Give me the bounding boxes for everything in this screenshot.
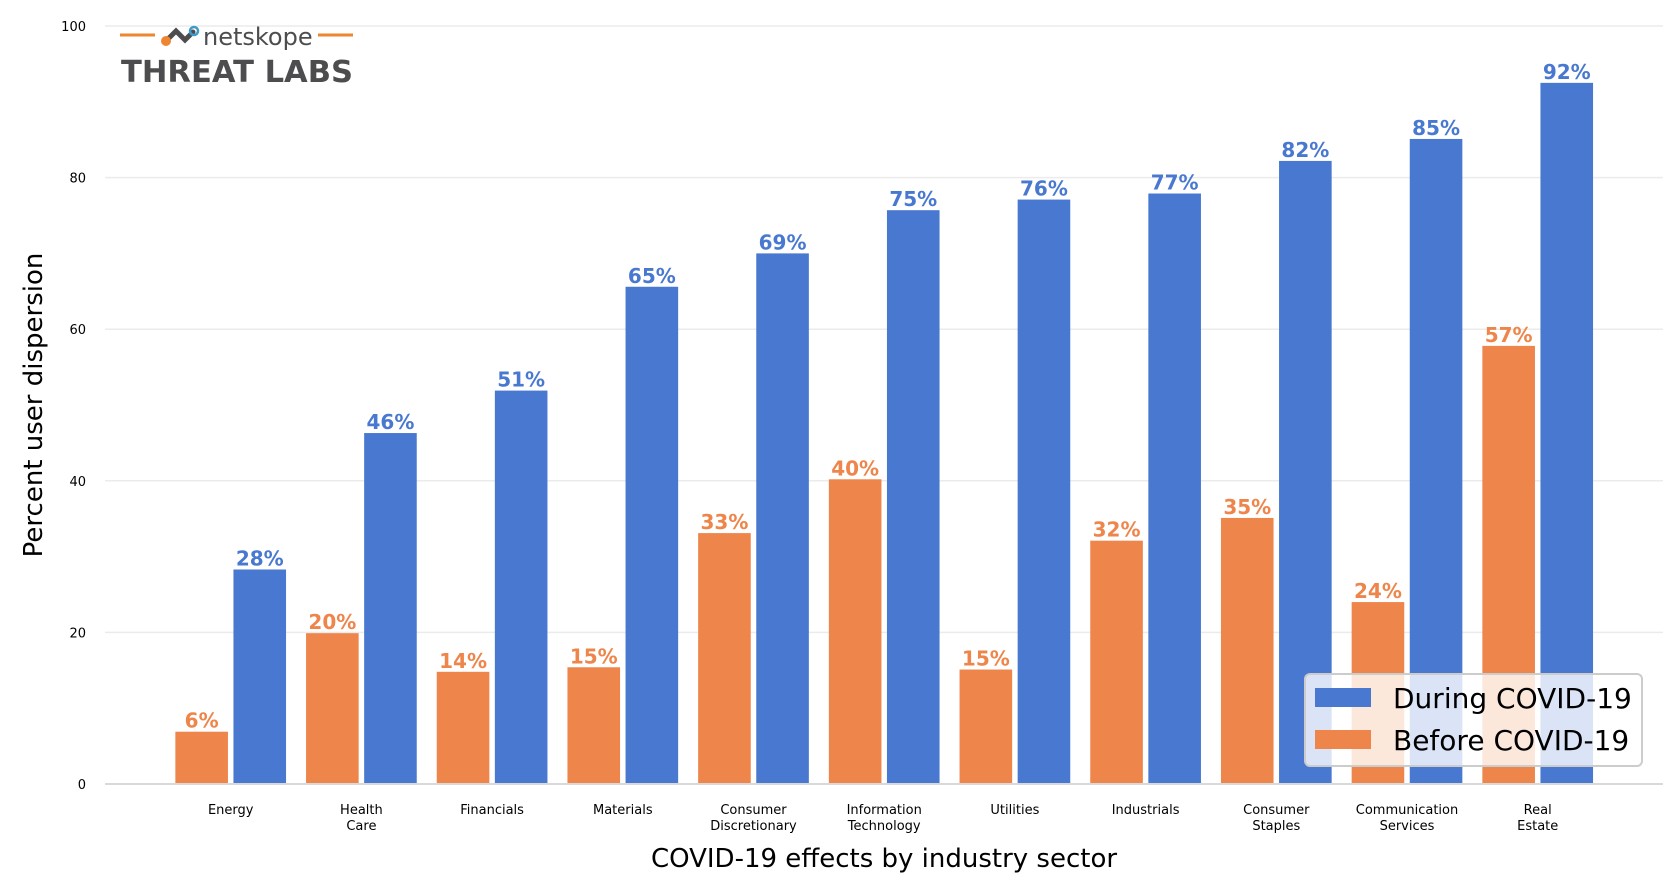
bar-before bbox=[698, 533, 751, 784]
y-axis-label: Percent user dispersion bbox=[19, 253, 49, 558]
data-label: 33% bbox=[701, 510, 749, 534]
data-label: 40% bbox=[831, 456, 879, 480]
y-tick-label: 40 bbox=[69, 475, 86, 490]
data-label: 20% bbox=[308, 610, 356, 634]
data-label: 6% bbox=[185, 709, 219, 733]
data-label: 32% bbox=[1093, 518, 1141, 542]
x-tick-label: Consumer bbox=[1243, 803, 1310, 818]
bar-during bbox=[364, 433, 417, 784]
x-tick-label: Staples bbox=[1252, 819, 1300, 834]
netskope-mark-icon bbox=[161, 25, 200, 46]
x-tick-label: Consumer bbox=[720, 803, 787, 818]
bar-before bbox=[436, 671, 490, 784]
x-tick-label: Health bbox=[340, 803, 383, 818]
data-label: 69% bbox=[759, 230, 807, 254]
y-tick-labels: 0 20 40 60 80 100 bbox=[61, 20, 86, 793]
x-tick-label: Care bbox=[346, 819, 376, 834]
bars: 6% 28% 20% 46% 14% 51% 15% 65% 33% 69% 40% 75% 15% 76… bbox=[175, 60, 1594, 785]
data-label: 75% bbox=[889, 187, 937, 211]
y-tick-label: 100 bbox=[61, 20, 86, 35]
logo-brand: netskope bbox=[203, 23, 313, 51]
bar-before bbox=[306, 633, 359, 784]
bar-before bbox=[1090, 540, 1143, 784]
x-tick-label: Information bbox=[847, 803, 922, 818]
x-tick-label: Communication bbox=[1356, 803, 1458, 818]
data-label: 51% bbox=[497, 368, 545, 392]
legend-swatch-before bbox=[1315, 730, 1371, 749]
x-tick-label: Industrials bbox=[1112, 803, 1180, 818]
x-tick-label: Discretionary bbox=[710, 819, 797, 834]
data-label: 24% bbox=[1354, 579, 1402, 603]
y-tick-label: 20 bbox=[69, 626, 86, 641]
data-label: 85% bbox=[1412, 116, 1460, 140]
data-label: 15% bbox=[962, 647, 1010, 671]
bar-during bbox=[625, 286, 679, 784]
bar-during bbox=[756, 253, 809, 784]
netskope-threat-labs-logo: netskope THREAT LABS bbox=[120, 23, 353, 90]
bar-before bbox=[1220, 517, 1274, 784]
data-label: 15% bbox=[570, 644, 618, 668]
x-tick-label: Real bbox=[1524, 803, 1552, 818]
x-tick-label: Services bbox=[1380, 819, 1435, 834]
legend-label-during: During COVID-19 bbox=[1393, 682, 1632, 715]
bar-during bbox=[233, 569, 287, 784]
data-label: 46% bbox=[367, 410, 415, 434]
bar-during bbox=[1017, 199, 1071, 784]
data-label: 92% bbox=[1543, 60, 1591, 84]
x-axis-label: COVID-19 effects by industry sector bbox=[651, 844, 1117, 874]
x-tick-label: Utilities bbox=[990, 803, 1039, 818]
bar-before bbox=[175, 731, 228, 784]
x-tick-label: Materials bbox=[593, 803, 653, 818]
x-tick-label: Energy bbox=[208, 803, 254, 818]
data-label: 76% bbox=[1020, 177, 1068, 201]
y-tick-label: 80 bbox=[69, 172, 86, 187]
x-tick-label: Financials bbox=[460, 803, 524, 818]
bar-during bbox=[1148, 193, 1201, 784]
y-tick-label: 60 bbox=[69, 323, 86, 338]
bar-during bbox=[494, 390, 548, 784]
y-tick-label: 0 bbox=[78, 778, 86, 793]
data-label: 77% bbox=[1151, 171, 1199, 195]
logo-subtitle: THREAT LABS bbox=[121, 55, 353, 90]
data-label: 82% bbox=[1281, 138, 1329, 162]
x-tick-label: Technology bbox=[847, 819, 921, 834]
data-label: 28% bbox=[236, 546, 284, 570]
x-tick-label: Estate bbox=[1517, 819, 1558, 834]
legend-swatch-during bbox=[1315, 688, 1371, 707]
data-label: 57% bbox=[1485, 323, 1533, 347]
data-label: 65% bbox=[628, 264, 676, 288]
bar-during bbox=[1540, 82, 1594, 785]
bar-before bbox=[959, 669, 1013, 784]
bar-before bbox=[828, 479, 882, 784]
legend-label-before: Before COVID-19 bbox=[1393, 724, 1629, 757]
bar-during bbox=[886, 210, 940, 785]
legend: During COVID-19 Before COVID-19 bbox=[1304, 673, 1643, 767]
data-label: 35% bbox=[1223, 495, 1271, 519]
data-label: 14% bbox=[439, 649, 487, 673]
bar-before bbox=[567, 667, 621, 784]
